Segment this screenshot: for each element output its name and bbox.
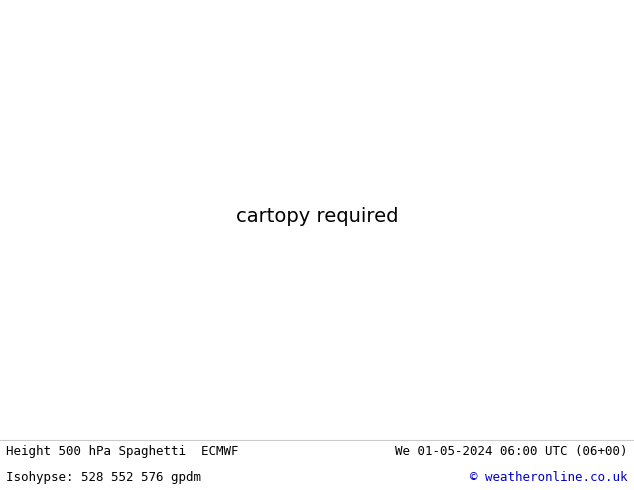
Text: Isohypse: 528 552 576 gpdm: Isohypse: 528 552 576 gpdm [6, 471, 202, 484]
Text: cartopy required: cartopy required [236, 207, 398, 226]
Text: We 01-05-2024 06:00 UTC (06+00): We 01-05-2024 06:00 UTC (06+00) [395, 445, 628, 458]
Text: © weatheronline.co.uk: © weatheronline.co.uk [470, 471, 628, 484]
Text: Height 500 hPa Spaghetti  ECMWF: Height 500 hPa Spaghetti ECMWF [6, 445, 239, 458]
